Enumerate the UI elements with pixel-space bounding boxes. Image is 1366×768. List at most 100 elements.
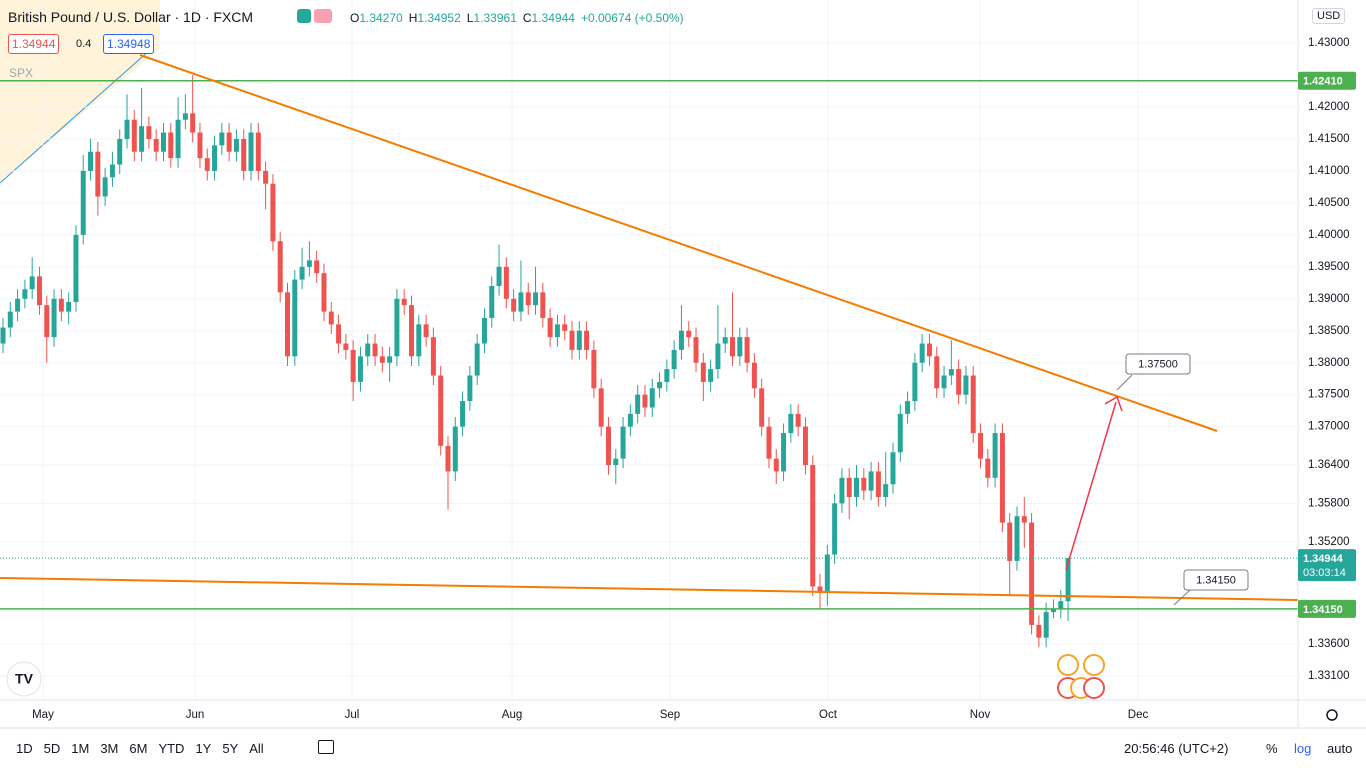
settings-icon[interactable] [1326,709,1338,721]
candle-body [664,369,670,382]
candle-body [620,426,626,459]
callout-pointer [1173,589,1191,606]
range-button[interactable]: 1Y [195,741,212,756]
level-label: 1.34150 [1303,604,1343,616]
candle-body [29,276,35,290]
candle-body [554,324,560,338]
y-tick-label: 1.40000 [1308,229,1350,241]
date-range-icon[interactable] [318,740,334,754]
percent-toggle[interactable]: % [1266,741,1278,756]
range-button[interactable]: 5D [43,741,61,756]
candle-body [678,330,684,350]
candle-body [401,298,407,306]
candle-body [919,343,925,363]
candle-body [423,324,429,338]
currency[interactable]: USD [1312,8,1346,24]
candle-body [474,343,480,376]
candle-body [795,413,801,427]
trend-line [139,54,1218,432]
candle-body [292,279,298,357]
candle-body [584,330,590,350]
candle-body [985,458,991,478]
range-button[interactable]: 1D [16,741,33,756]
y-tick-label: 1.36400 [1308,459,1350,471]
y-tick-label: 1.40500 [1308,197,1350,209]
spread: 0.4 [76,38,92,50]
candle-body [321,273,327,312]
x-tick-label: Oct [819,709,838,721]
ohlc-value: 1.34270 [359,11,403,25]
candle-body [883,484,889,497]
buy-button[interactable]: 1.34948 [103,34,155,54]
candle-body [591,349,597,389]
candle-body [212,145,218,171]
ohlc-key: C [522,11,532,25]
callout-pointer [1116,374,1133,391]
candle-body [671,349,677,370]
auto-toggle[interactable]: auto [1327,741,1353,756]
y-tick-label: 1.35200 [1308,536,1350,548]
level-label-box [1298,599,1356,618]
status-icon[interactable] [314,9,332,23]
ohlc-value: 1.34944 [531,11,575,25]
candle-body [970,375,976,434]
candle-body [7,311,13,328]
y-tick-label: 1.41000 [1308,165,1350,177]
candle-body [1058,601,1064,609]
candle-body [365,343,371,357]
candle-body [379,356,385,363]
candle-body [182,113,188,120]
candle-body [1014,516,1020,561]
candle-body [525,292,531,306]
candle-body [73,234,79,302]
candle-body [44,305,50,338]
candle-body [992,433,998,478]
candle-body [547,317,553,338]
candle-body [598,388,604,427]
candle-body [956,369,962,395]
sell-button[interactable]: 1.34944 [8,34,60,54]
x-tick-label: Aug [502,709,522,721]
last-price-box [1298,549,1356,582]
candle-body [160,132,166,152]
candle-body [781,433,787,472]
status-icon[interactable] [297,9,311,23]
log-toggle[interactable]: log [1294,741,1312,756]
plot [0,75,1298,648]
range-button[interactable]: 5Y [222,741,239,756]
candle-body [861,477,867,491]
candle-body [533,292,539,306]
candle-body [875,471,881,497]
callout-box [1125,353,1191,375]
candle-body [802,426,808,466]
range-button[interactable]: 6M [129,741,148,756]
range-button[interactable]: 3M [100,741,119,756]
candle-body [219,132,225,146]
candle-body [467,375,473,402]
range-button[interactable]: All [249,741,264,756]
candle-body [489,285,495,318]
y-tick-label: 1.38500 [1308,325,1350,337]
candle-body [948,369,954,376]
y-tick-label: 1.33100 [1308,670,1350,682]
ohlc-key: O [350,11,360,25]
ohlc-key: L [466,11,474,25]
range-button[interactable]: 1M [71,741,90,756]
x-tick-label: May [32,709,54,721]
candle-body [700,362,706,382]
ohlc-value: 1.34952 [417,11,461,25]
candle-body [576,330,582,350]
range-button[interactable]: YTD [158,741,185,756]
candle-body [1050,608,1056,613]
logo-mark: TV [15,671,34,687]
candle-body [1029,522,1035,625]
candle-body [22,289,28,299]
candle-body [372,343,378,357]
candle-body [255,132,261,171]
candle-body [751,362,757,389]
candle-body [416,324,422,357]
candle-body [343,343,349,350]
candle-body [299,266,305,280]
candle-body [978,433,984,459]
